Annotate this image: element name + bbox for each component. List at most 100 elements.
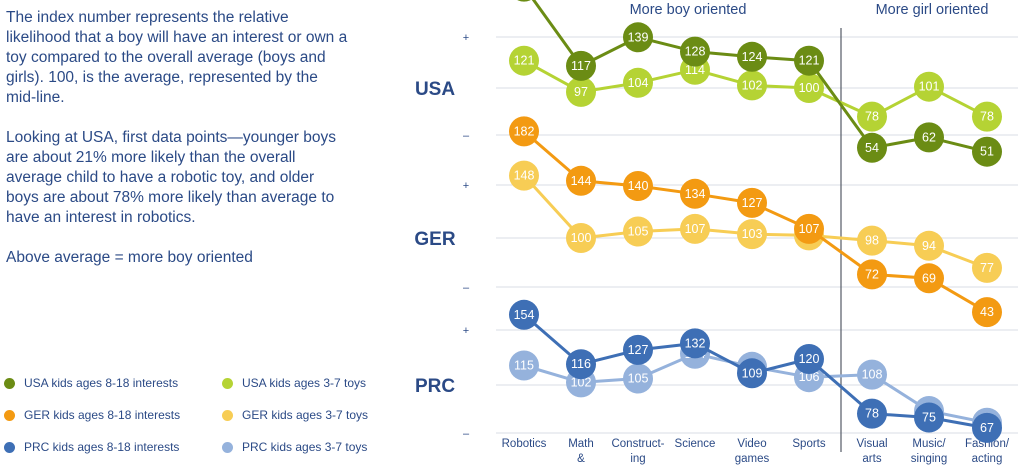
data-label: 105 xyxy=(628,225,649,239)
data-label: 120 xyxy=(799,352,820,366)
legend-label: GER kids ages 3-7 toys xyxy=(242,408,369,422)
data-label: 100 xyxy=(571,231,592,245)
data-label: 127 xyxy=(628,343,649,357)
data-point xyxy=(857,398,887,429)
data-point xyxy=(680,36,710,67)
data-point xyxy=(794,344,824,374)
data-label: 101 xyxy=(919,80,940,94)
data-label: 128 xyxy=(685,45,706,59)
data-label: 117 xyxy=(571,59,591,73)
data-point xyxy=(857,259,887,290)
data-label: 77 xyxy=(980,261,994,275)
category-label: Video games xyxy=(735,438,770,465)
data-point xyxy=(972,252,1002,283)
data-point xyxy=(914,402,944,433)
data-point xyxy=(566,349,596,380)
data-label: 75 xyxy=(922,411,936,425)
data-point xyxy=(509,160,539,191)
legend-item-usa-toys: USA kids ages 3-7 toys xyxy=(222,376,366,390)
data-label: 114 xyxy=(685,63,705,77)
data-label: 121 xyxy=(799,54,820,68)
data-point xyxy=(566,76,596,107)
category-label: Robotics xyxy=(502,438,547,450)
data-point xyxy=(623,216,653,247)
data-point xyxy=(857,359,887,390)
data-point xyxy=(509,350,539,381)
data-point xyxy=(566,223,596,253)
data-label: 104 xyxy=(628,76,649,90)
data-point xyxy=(680,213,710,244)
legend-label: GER kids ages 8-18 interests xyxy=(24,408,181,422)
description-paragraph-3: Above average = more boy oriented xyxy=(6,249,253,266)
legend-item-prc-toys: PRC kids ages 3-7 toys xyxy=(222,440,367,454)
data-label: 78 xyxy=(980,110,994,124)
data-point xyxy=(914,71,944,102)
data-point xyxy=(857,225,887,256)
category-label: Sports xyxy=(792,438,825,450)
category-label: Math&Program xyxy=(559,438,603,468)
data-point xyxy=(737,219,767,250)
data-label: 78 xyxy=(865,110,879,124)
data-label: 102 xyxy=(571,375,592,389)
data-label: 127 xyxy=(742,196,763,210)
data-point xyxy=(623,363,653,394)
region-label: GER xyxy=(414,229,455,250)
minus-marker: – xyxy=(463,428,470,440)
data-label: 115 xyxy=(514,359,534,373)
plus-marker: + xyxy=(463,32,469,44)
data-point xyxy=(914,230,944,261)
data-point xyxy=(737,41,767,72)
data-point xyxy=(972,297,1002,328)
data-point xyxy=(857,132,887,163)
data-label: 54 xyxy=(865,141,879,155)
data-point xyxy=(914,263,944,294)
data-label: 100 xyxy=(799,81,820,95)
legend-item-ger-toys: GER kids ages 3-7 toys xyxy=(222,408,368,422)
data-point xyxy=(737,358,767,389)
data-point xyxy=(794,73,824,103)
legend-marker xyxy=(222,441,233,453)
data-point xyxy=(680,178,710,209)
data-point xyxy=(509,299,539,330)
data-point xyxy=(566,50,596,81)
data-label: 124 xyxy=(742,50,763,64)
data-label: 69 xyxy=(922,271,936,285)
legend-item-usa-interests: USA kids ages 8-18 interests xyxy=(4,376,178,390)
data-point xyxy=(623,334,653,365)
minus-marker: – xyxy=(463,282,470,294)
legend-label: PRC kids ages 3-7 toys xyxy=(242,440,368,454)
data-label: 106 xyxy=(799,370,820,384)
data-point xyxy=(914,122,944,153)
data-label: 72 xyxy=(865,267,879,281)
data-point xyxy=(509,116,539,147)
region-label: PRC xyxy=(415,376,455,397)
data-label: 140 xyxy=(628,179,649,193)
plus-marker: + xyxy=(463,325,469,337)
data-label: 98 xyxy=(865,234,879,248)
data-label: 62 xyxy=(922,130,936,144)
legend-item-prc-interests: PRC kids ages 8-18 interests xyxy=(4,440,179,454)
legend-marker xyxy=(4,441,15,453)
legend-marker xyxy=(4,377,15,389)
legend-label: USA kids ages 8-18 interests xyxy=(24,376,179,390)
data-label: 132 xyxy=(685,336,706,350)
description-panel: The index number represents the relative… xyxy=(6,8,351,268)
description-paragraph-2: Looking at USA, first data points—younge… xyxy=(6,129,336,226)
data-label: 94 xyxy=(922,239,936,253)
data-point xyxy=(794,213,824,244)
data-point xyxy=(517,0,531,2)
data-label: 134 xyxy=(685,187,706,201)
data-point xyxy=(857,101,887,132)
category-label: Science xyxy=(675,438,716,450)
data-label: 148 xyxy=(514,169,535,183)
data-point xyxy=(972,136,1002,167)
data-label: 107 xyxy=(685,222,706,236)
data-label: 103 xyxy=(742,227,763,241)
data-point xyxy=(623,171,653,201)
minus-marker: – xyxy=(463,130,470,142)
data-label: 102 xyxy=(742,78,763,92)
data-point xyxy=(566,165,596,196)
data-point xyxy=(794,45,824,76)
data-point xyxy=(972,101,1002,132)
category-label: Visual arts xyxy=(856,438,887,465)
